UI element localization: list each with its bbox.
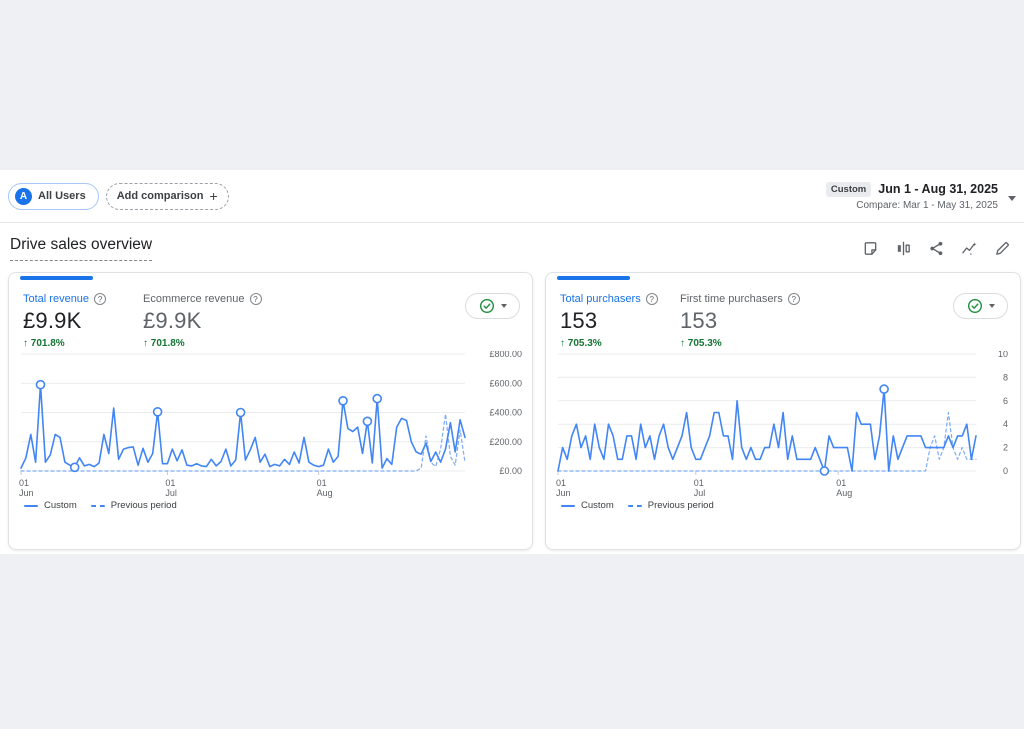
add-comparison-button[interactable]: Add comparison + xyxy=(105,182,229,210)
date-range-picker[interactable]: Custom Jun 1 - Aug 31, 2025 Compare: Mar… xyxy=(825,181,1016,211)
svg-text:£800.00: £800.00 xyxy=(489,351,522,359)
title-row: Drive sales overview xyxy=(0,224,1024,272)
legend-item-previous-period: Previous period xyxy=(90,500,177,511)
metric-label: Total revenue xyxy=(23,293,90,305)
help-icon[interactable]: ? xyxy=(249,293,262,305)
svg-text:£0.00: £0.00 xyxy=(499,466,522,476)
svg-text:01: 01 xyxy=(165,478,175,488)
scorecard-revenue: Total revenue ? £9.9K ↑ 701.8% Ecommerce… xyxy=(8,272,533,550)
svg-text:01: 01 xyxy=(19,478,29,488)
add-comparison-label: Add comparison xyxy=(116,190,204,202)
legend-item-previous-period: Previous period xyxy=(627,500,714,511)
svg-text:01: 01 xyxy=(836,478,846,488)
audience-avatar-icon: A xyxy=(15,187,32,205)
metric-total-revenue[interactable]: Total revenue ? £9.9K ↑ 701.8% xyxy=(23,293,123,349)
metric-delta: ↑ 705.3% xyxy=(560,338,602,349)
title-actions xyxy=(860,238,1014,258)
chart-legend: Custom Previous period xyxy=(561,500,714,511)
page-title: Drive sales overview xyxy=(10,236,153,261)
metric-first-time-purchasers[interactable]: First time purchasers ? 153 ↑ 705.3% xyxy=(680,293,800,349)
svg-text:0: 0 xyxy=(1003,466,1008,476)
insights-icon[interactable] xyxy=(959,238,979,258)
legend-item-custom: Custom xyxy=(24,500,77,511)
help-icon[interactable]: ? xyxy=(787,293,800,305)
caret-down-icon xyxy=(1008,195,1016,201)
metric-label: First time purchasers xyxy=(680,293,783,305)
svg-text:Aug: Aug xyxy=(836,488,852,498)
scorecard-status-button[interactable] xyxy=(465,293,520,319)
all-users-label: All Users xyxy=(38,190,86,202)
custom-badge: Custom xyxy=(825,181,872,197)
legend-item-custom: Custom xyxy=(561,500,614,511)
svg-text:01: 01 xyxy=(694,478,704,488)
metric-value: 153 xyxy=(680,308,718,333)
caret-down-icon xyxy=(500,304,507,308)
legend-label: Custom xyxy=(44,500,77,511)
svg-text:Jun: Jun xyxy=(556,488,571,498)
svg-text:2: 2 xyxy=(1003,443,1008,453)
selected-metric-indicator xyxy=(557,276,630,280)
svg-text:8: 8 xyxy=(1003,372,1008,382)
plus-icon: + xyxy=(209,188,218,204)
selected-metric-indicator xyxy=(20,276,93,280)
metric-value: 153 xyxy=(560,308,598,333)
svg-text:Jul: Jul xyxy=(165,488,177,498)
date-range-text: Jun 1 - Aug 31, 2025 xyxy=(878,182,998,196)
check-circle-icon xyxy=(967,298,982,314)
legend-label: Previous period xyxy=(647,500,714,511)
svg-text:Jul: Jul xyxy=(694,488,706,498)
svg-text:£400.00: £400.00 xyxy=(489,408,522,418)
caret-down-icon xyxy=(988,304,995,308)
metric-delta: ↑ 701.8% xyxy=(143,338,185,349)
svg-text:01: 01 xyxy=(556,478,566,488)
dashed-line-swatch xyxy=(627,504,642,507)
help-icon[interactable]: ? xyxy=(94,293,107,305)
toolbar: A All Users Add comparison + Custom Jun … xyxy=(0,170,1024,223)
scorecard-status-button[interactable] xyxy=(953,293,1008,319)
metric-value: £9.9K xyxy=(143,308,202,333)
solid-line-swatch xyxy=(561,504,575,507)
svg-text:£200.00: £200.00 xyxy=(489,437,522,447)
check-circle-icon xyxy=(479,298,494,314)
metric-delta: ↑ 701.8% xyxy=(23,338,65,349)
metric-label: Ecommerce revenue xyxy=(143,293,245,305)
help-icon[interactable]: ? xyxy=(645,293,658,305)
svg-text:6: 6 xyxy=(1003,396,1008,406)
solid-line-swatch xyxy=(24,504,38,507)
comparison-icon[interactable] xyxy=(893,238,913,258)
svg-text:Aug: Aug xyxy=(317,488,333,498)
scorecard-purchasers: Total purchasers ? 153 ↑ 705.3% First ti… xyxy=(545,272,1021,550)
scorecards-row: Total revenue ? £9.9K ↑ 701.8% Ecommerce… xyxy=(8,272,1021,550)
svg-text:10: 10 xyxy=(998,351,1008,359)
compare-range-text: Compare: Mar 1 - May 31, 2025 xyxy=(856,199,998,211)
metric-label: Total purchasers xyxy=(560,293,641,305)
svg-text:£600.00: £600.00 xyxy=(489,378,522,388)
edit-icon[interactable] xyxy=(992,238,1012,258)
all-users-segment[interactable]: A All Users xyxy=(8,182,99,210)
revenue-line-chart[interactable]: £800.00£600.00£400.00£200.00£0.0001Jun01… xyxy=(19,351,526,499)
dashed-line-swatch xyxy=(90,504,105,507)
metric-ecommerce-revenue[interactable]: Ecommerce revenue ? £9.9K ↑ 701.8% xyxy=(143,293,262,349)
metric-value: £9.9K xyxy=(23,308,82,333)
share-icon[interactable] xyxy=(926,238,946,258)
notes-icon[interactable] xyxy=(860,238,880,258)
svg-text:Jun: Jun xyxy=(19,488,34,498)
metric-delta: ↑ 705.3% xyxy=(680,338,722,349)
content-band: A All Users Add comparison + Custom Jun … xyxy=(0,170,1024,554)
legend-label: Custom xyxy=(581,500,614,511)
svg-text:4: 4 xyxy=(1003,419,1008,429)
svg-text:01: 01 xyxy=(317,478,327,488)
legend-label: Previous period xyxy=(110,500,177,511)
metric-total-purchasers[interactable]: Total purchasers ? 153 ↑ 705.3% xyxy=(560,293,660,349)
chart-legend: Custom Previous period xyxy=(24,500,177,511)
